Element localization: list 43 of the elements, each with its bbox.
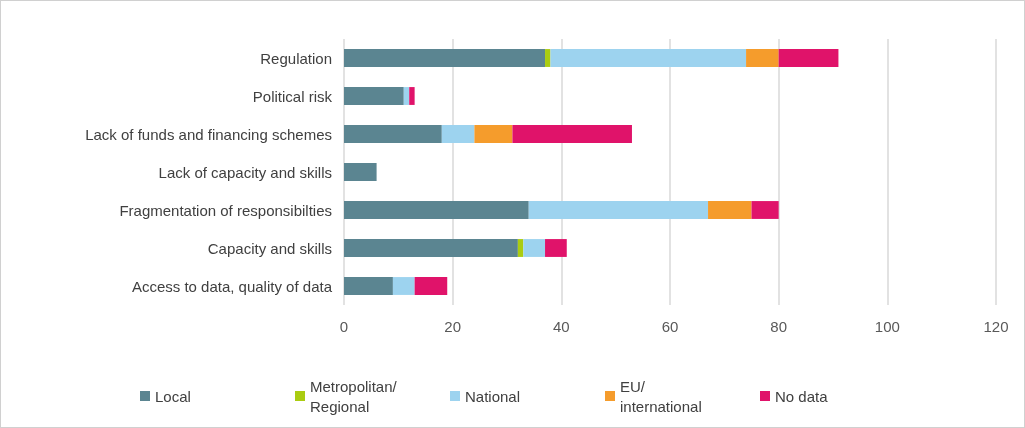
bar: [708, 201, 752, 219]
bar: [523, 239, 546, 257]
bar: [409, 87, 415, 105]
bar: [441, 125, 475, 143]
x-tick-label: 120: [983, 318, 1009, 335]
bar: [517, 239, 524, 257]
x-tick-label: 60: [661, 318, 679, 335]
x-tick-label: 80: [770, 318, 788, 335]
legend-label: EU/ international: [620, 377, 702, 415]
bar: [344, 87, 404, 105]
bar: [344, 239, 518, 257]
bar: [344, 201, 529, 219]
bar: [550, 49, 747, 67]
bar: [344, 125, 442, 143]
y-tick-label: Lack of capacity and skills: [158, 163, 332, 181]
bar: [414, 277, 448, 295]
y-tick-label: Access to data, quality of data: [131, 277, 333, 295]
bar: [403, 87, 410, 105]
x-tick-label: 20: [444, 318, 462, 335]
bar: [392, 277, 415, 295]
bar: [778, 49, 839, 67]
legend-label: Local: [155, 387, 191, 405]
bar: [545, 49, 551, 67]
bar: [512, 125, 632, 143]
y-tick-label: Capacity and skills: [207, 239, 332, 257]
legend-label: No data: [775, 387, 829, 405]
y-tick-label: Lack of funds and financing schemes: [85, 125, 332, 143]
bar: [545, 239, 567, 257]
legend-label: National: [465, 387, 521, 405]
bar: [751, 201, 779, 219]
y-tick-label: Political risk: [252, 87, 333, 105]
y-tick-label: Regulation: [260, 49, 332, 67]
bar: [344, 49, 546, 67]
x-tick-label: 40: [552, 318, 570, 335]
x-tick-label: 100: [874, 318, 900, 335]
bar: [344, 277, 393, 295]
legend-label: Metropolitan/ Regional: [310, 377, 401, 415]
y-tick-label: Fragmentation of responsibilties: [119, 201, 332, 219]
bar: [746, 49, 779, 67]
bar: [474, 125, 513, 143]
x-tick-label: 0: [339, 318, 349, 335]
bar: [528, 201, 709, 219]
bar: [344, 163, 377, 181]
